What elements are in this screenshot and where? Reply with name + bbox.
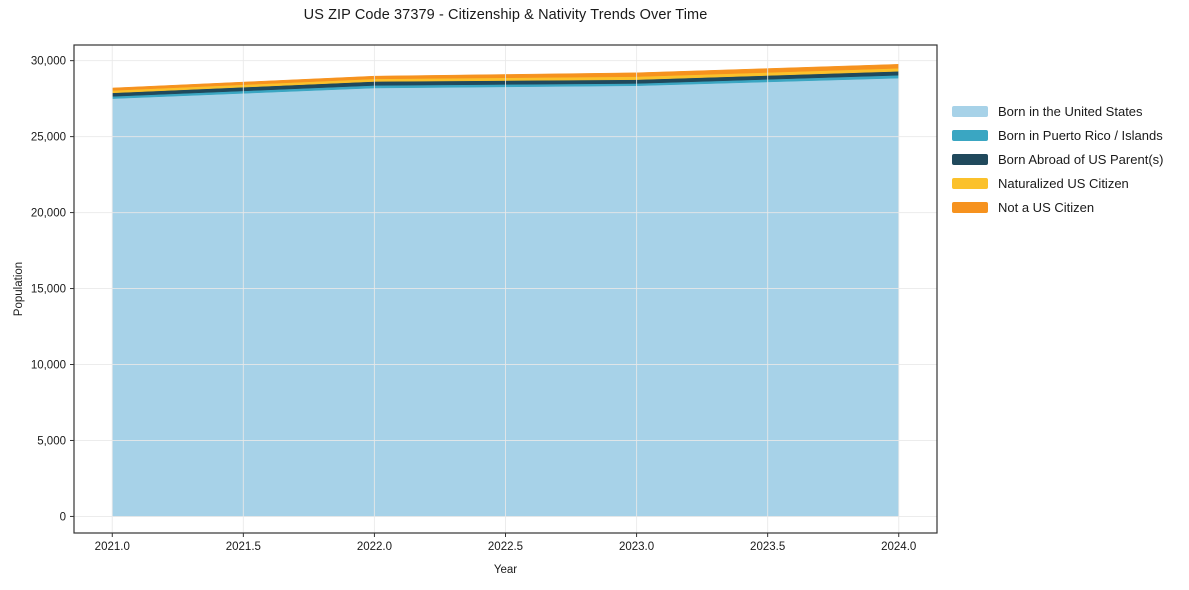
legend-item-born-in-puerto-rico-islands: Born in Puerto Rico / Islands	[952, 126, 1163, 145]
x-tick-label-2022.5: 2022.5	[488, 541, 523, 553]
x-tick-label-2022: 2022.0	[357, 541, 392, 553]
legend-label-born-abroad-of-us-parent-s: Born Abroad of US Parent(s)	[998, 152, 1164, 167]
chart-title: US ZIP Code 37379 - Citizenship & Nativi…	[303, 7, 708, 23]
y-tick-label-15000: 15,000	[31, 284, 66, 296]
x-tick-label-2021.5: 2021.5	[226, 541, 261, 553]
legend-label-born-in-the-united-states: Born in the United States	[998, 104, 1143, 119]
x-tick-label-2021: 2021.0	[95, 541, 130, 553]
legend: Born in the United States Born in Puerto …	[952, 102, 1163, 217]
legend-swatch-naturalized-us-citizen	[952, 178, 988, 189]
legend-swatch-not-a-us-citizen	[952, 202, 988, 213]
legend-item-born-in-the-united-states: Born in the United States	[952, 102, 1163, 121]
legend-item-not-a-us-citizen: Not a US Citizen	[952, 198, 1163, 217]
legend-label-naturalized-us-citizen: Naturalized US Citizen	[998, 176, 1129, 191]
legend-item-naturalized-us-citizen: Naturalized US Citizen	[952, 174, 1163, 193]
y-tick-label-10000: 10,000	[31, 360, 66, 372]
x-axis-label: Year	[493, 564, 518, 576]
x-tick-label-2023.5: 2023.5	[750, 541, 785, 553]
y-tick-label-30000: 30,000	[31, 56, 66, 68]
legend-swatch-born-in-the-united-states	[952, 106, 988, 117]
x-tick-label-2023: 2023.0	[619, 541, 654, 553]
legend-swatch-born-abroad-of-us-parent-s	[952, 154, 988, 165]
y-axis-label: Population	[13, 261, 25, 317]
legend-swatch-born-in-puerto-rico-islands	[952, 130, 988, 141]
y-tick-label-5000: 5,000	[37, 435, 66, 447]
x-tick-label-2024: 2024.0	[881, 541, 916, 553]
legend-item-born-abroad-of-us-parent-s: Born Abroad of US Parent(s)	[952, 150, 1163, 169]
legend-label-born-in-puerto-rico-islands: Born in Puerto Rico / Islands	[998, 128, 1163, 143]
y-tick-label-25000: 25,000	[31, 132, 66, 144]
y-tick-label-0: 0	[60, 511, 66, 523]
y-tick-label-20000: 20,000	[31, 208, 66, 220]
legend-label-not-a-us-citizen: Not a US Citizen	[998, 200, 1095, 215]
